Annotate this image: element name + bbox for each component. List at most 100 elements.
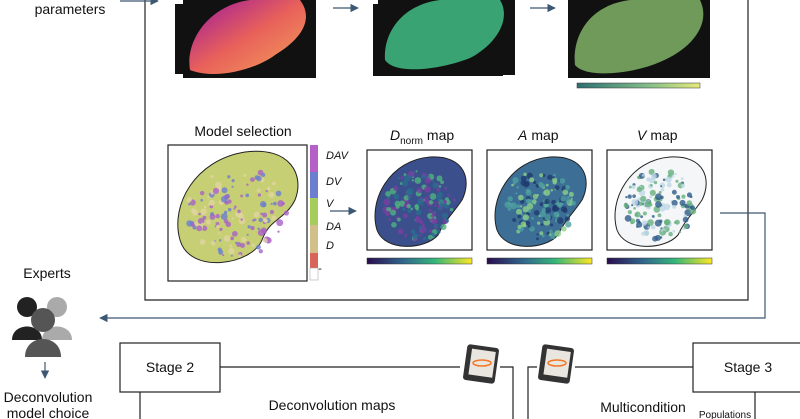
texture-dot [549,229,553,233]
texture-dot [431,218,438,225]
texture-dot [393,185,399,191]
texture-dot [418,197,425,204]
texture-dot [680,183,685,188]
texture-dot [393,193,400,200]
texture-dot [560,195,567,202]
texture-dot [627,209,633,215]
texture-dot [273,201,277,206]
texture-dot [187,203,191,206]
texture-dot [256,188,261,193]
texture-dot [194,221,198,226]
texture-dot [268,192,275,198]
texture-dot [203,205,207,209]
texture-dot [214,225,217,228]
texture-dot [668,231,673,237]
texture-dot [531,199,537,204]
texture-dot [642,211,647,216]
texture-dot [632,194,636,199]
texture-dot [436,187,441,192]
legend-label: DV [326,176,343,188]
texture-dot [546,231,550,235]
texture-dot [515,208,523,215]
texture-dot [550,188,553,192]
notebook-icon [463,344,574,384]
texture-dot [449,207,454,212]
texture-dot [538,181,544,188]
texture-dot [275,190,282,197]
texture-dot [507,207,512,211]
texture-dot [238,217,246,225]
texture-dot [245,193,250,198]
texture-dot [210,240,216,246]
texture-dot [554,185,560,191]
texture-dot [221,187,228,194]
texture-dot [261,172,266,177]
choice-label: Deconvolution [4,389,93,405]
texture-dot [571,200,577,206]
texture-dot [259,201,267,208]
layout [12,0,800,419]
texture-dot [201,222,204,225]
texture-dot [565,199,571,204]
texture-dot [231,179,235,183]
texture-dot [427,234,433,240]
texture-dot [522,214,530,221]
texture-dot [424,177,432,184]
texture-dot [539,211,546,218]
stage-label: Stage 2 [146,359,194,375]
texture-dot [511,183,514,187]
texture-dot [686,192,692,198]
texture-dot [529,226,535,232]
texture-dot [250,177,255,182]
texture-dot [516,186,519,189]
texture-dot [216,224,220,229]
texture-dot [644,200,652,208]
texture-dot [552,204,558,209]
vector-image [384,0,504,70]
texture-dot [262,238,268,244]
texture-dot [531,217,534,220]
texture-dot [444,187,447,190]
texture-dot [533,180,537,185]
texture-dot [438,206,442,209]
texture-dot [623,202,629,208]
output-label: Multicondition [600,399,686,415]
texture-dot [633,207,636,210]
map-suffix: map [427,127,454,143]
map-title: Dnorm map [390,127,454,147]
legend-swatch [310,198,318,225]
texture-dot [566,214,570,217]
texture-dot [202,215,207,220]
texture-dot [250,225,255,231]
texture-dot [265,189,268,193]
texture-dot [410,207,414,211]
colorbar [576,82,701,89]
texture-dot [222,254,225,257]
texture-dot [238,254,242,258]
texture-dot [662,230,666,234]
legend-label: - [318,263,322,275]
texture-dot [438,185,442,188]
connector [139,366,756,419]
texture-dot [662,178,666,182]
texture-dot [668,204,671,208]
texture-dot [427,213,434,219]
texture-dot [657,213,662,218]
texture-dot [253,218,257,221]
texture-dot [271,181,276,186]
texture-dot [406,188,414,196]
texture-dot [650,224,656,230]
texture-dot [561,225,567,232]
texture-dot [198,212,201,216]
texture-dot [525,189,532,196]
texture-dot [638,201,643,206]
texture-dot [659,219,663,223]
texture-dot [200,198,203,202]
map-suffix: map [650,127,677,143]
texture-dot [550,233,556,240]
texture-dot [243,173,247,177]
texture-dot [651,214,655,218]
texture-dot [391,221,397,228]
texture-dot [667,169,675,176]
